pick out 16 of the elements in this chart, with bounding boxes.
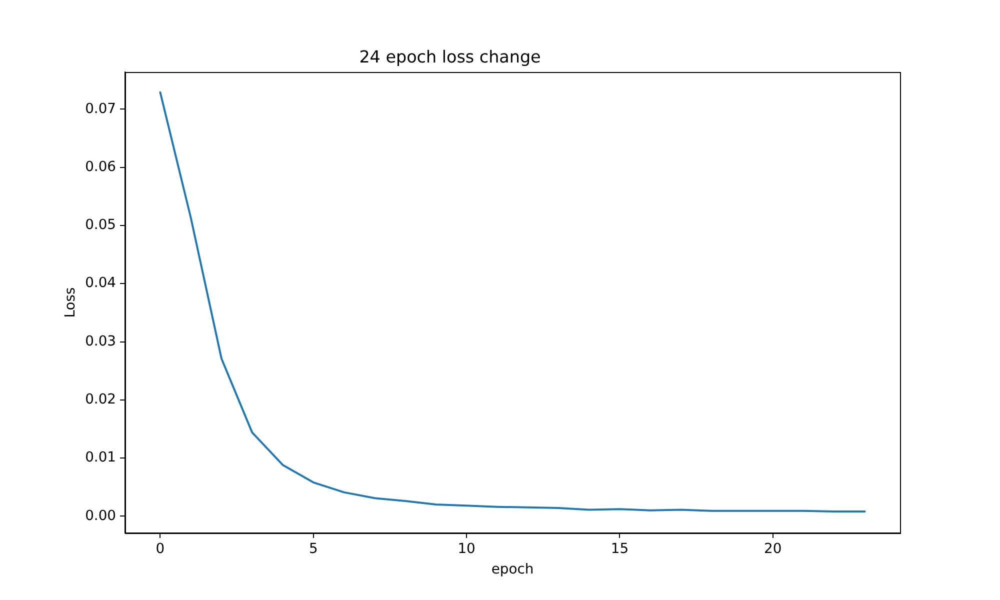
y-tick-label: 0.01	[85, 450, 116, 466]
y-tick-label: 0.06	[85, 158, 116, 175]
x-tick-label: 10	[458, 540, 476, 557]
y-tick-label: 0.07	[85, 100, 116, 117]
y-tick-label: 0.02	[85, 391, 116, 408]
y-tick-label: 0.00	[85, 508, 116, 524]
x-axis-title: epoch	[491, 561, 534, 578]
chart-title: 24 epoch loss change	[359, 46, 541, 66]
x-tick-label: 0	[156, 540, 165, 557]
y-tick-label: 0.03	[85, 333, 116, 350]
y-tick-label: 0.04	[85, 275, 116, 292]
y-tick-label: 0.05	[85, 217, 116, 234]
y-axis-title: Loss	[62, 287, 79, 318]
x-tick-label: 15	[610, 540, 629, 557]
x-tick-label: 5	[308, 540, 318, 557]
x-tick-label: 20	[764, 540, 782, 557]
